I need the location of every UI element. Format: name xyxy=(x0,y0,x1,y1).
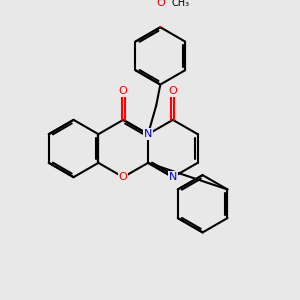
Text: O: O xyxy=(169,86,177,96)
Text: N: N xyxy=(169,172,177,182)
Text: O: O xyxy=(156,0,165,8)
Text: N: N xyxy=(144,129,152,139)
Text: CH₃: CH₃ xyxy=(171,0,189,8)
Text: O: O xyxy=(119,86,128,96)
Text: O: O xyxy=(119,172,128,182)
